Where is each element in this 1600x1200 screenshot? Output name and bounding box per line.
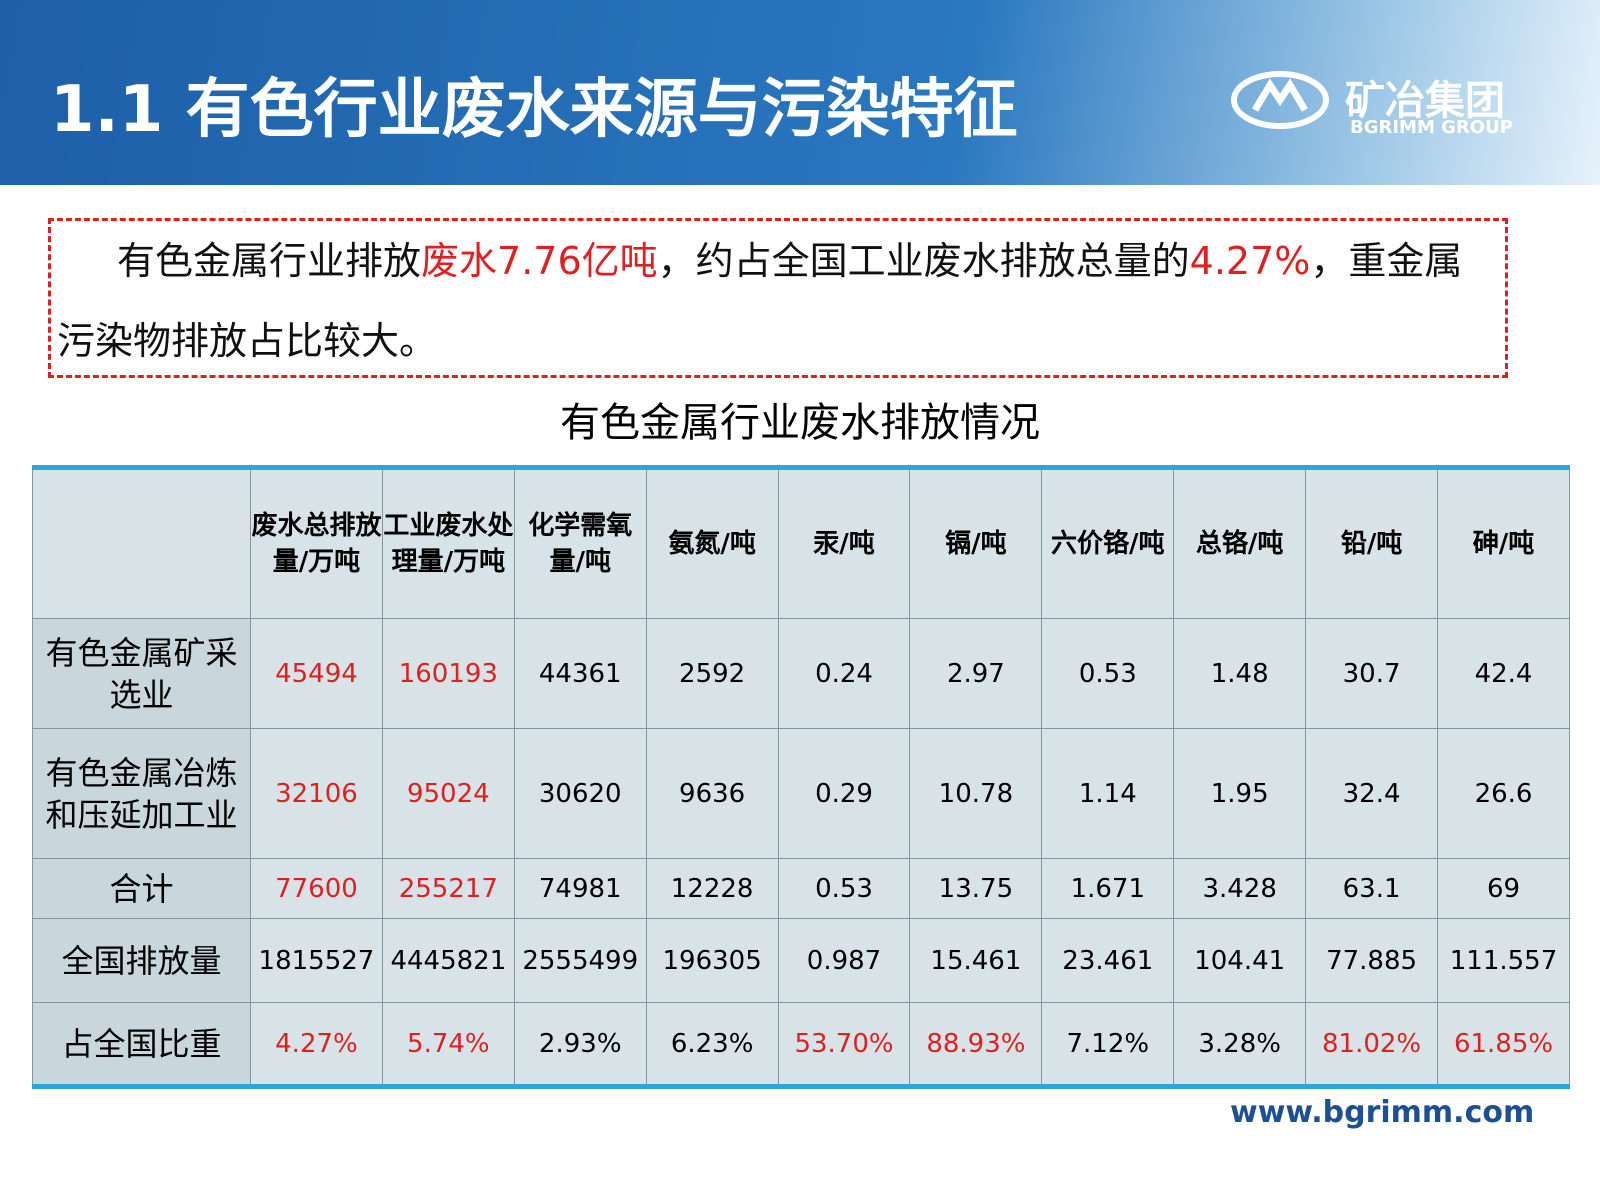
column-header: 化学需氧量/吨	[513, 467, 647, 619]
cell: 32.4	[1305, 728, 1439, 859]
logo	[1231, 71, 1329, 129]
cell: 12228	[645, 858, 779, 919]
callout-text: ，约占全国工业废水排放总量的	[657, 239, 1190, 283]
cell: 30620	[513, 728, 647, 859]
column-header: 铅/吨	[1305, 467, 1439, 619]
data-table: 废水总排放量/万吨 工业废水处理量/万吨 化学需氧量/吨 氨氮/吨 汞/吨 镉/吨 六价铬/…	[32, 465, 1570, 1089]
row-label: 有色金属冶炼和压延加工业	[32, 728, 251, 859]
column-header: 工业废水处理量/万吨	[381, 467, 515, 619]
cell: 1.671	[1041, 858, 1175, 919]
cell: 53.70%	[777, 1002, 911, 1087]
column-header: 六价铬/吨	[1041, 467, 1175, 619]
cell: 1.48	[1173, 618, 1307, 729]
cell: 1.95	[1173, 728, 1307, 859]
cell: 95024	[381, 728, 515, 859]
column-header: 氨氮/吨	[645, 467, 779, 619]
callout-text: ，重金属污染物排放占比较大。	[57, 239, 1463, 363]
table-caption: 有色金属行业废水排放情况	[560, 400, 1040, 446]
cell: 45494	[250, 618, 383, 729]
cell: 3.28%	[1173, 1002, 1307, 1087]
cell: 0.53	[777, 858, 911, 919]
table-row: 占全国比重 4.27% 5.74% 2.93% 6.23% 53.70% 88.93% 7.1…	[32, 1002, 1570, 1087]
cell: 81.02%	[1305, 1002, 1439, 1087]
column-header: 砷/吨	[1437, 467, 1570, 619]
cell: 88.93%	[909, 1002, 1043, 1087]
cell: 61.85%	[1437, 1002, 1570, 1087]
cell: 104.41	[1173, 918, 1307, 1003]
cell: 5.74%	[381, 1002, 515, 1087]
title: 1.1 有色行业废水来源与污染特征	[50, 73, 1018, 147]
table-row: 合计 77600 255217 74981 12228 0.53 13.75 1.671 3.4…	[32, 858, 1570, 919]
column-header: 镉/吨	[909, 467, 1043, 619]
row-label: 占全国比重	[32, 1002, 251, 1087]
column-header: 废水总排放量/万吨	[250, 467, 383, 619]
row-label: 合计	[32, 858, 251, 919]
cell: 13.75	[909, 858, 1043, 919]
cell: 30.7	[1305, 618, 1439, 729]
cell: 26.6	[1437, 728, 1570, 859]
cell: 7.12%	[1041, 1002, 1175, 1087]
row-label: 有色金属矿采选业	[32, 618, 251, 729]
column-header: 总铬/吨	[1173, 467, 1307, 619]
header-band	[0, 0, 1600, 185]
cell: 42.4	[1437, 618, 1570, 729]
cell: 160193	[381, 618, 515, 729]
cell: 10.78	[909, 728, 1043, 859]
callout-text: 有色金属行业排放	[117, 239, 422, 283]
column-header: 汞/吨	[777, 467, 911, 619]
cell: 4.27%	[250, 1002, 383, 1087]
row-label: 全国排放量	[32, 918, 251, 1003]
cell: 2592	[645, 618, 779, 729]
cell: 0.53	[1041, 618, 1175, 729]
table-row: 有色金属矿采选业 45494 160193 44361 2592 0.24 2.97 0.53…	[32, 618, 1570, 729]
cell: 9636	[645, 728, 779, 859]
callout-text: 4.27%	[1189, 239, 1311, 283]
cell: 44361	[513, 618, 647, 729]
cell: 77.885	[1305, 918, 1439, 1003]
cell: 2555499	[513, 918, 647, 1003]
logo-name: 矿冶集团	[1345, 78, 1505, 124]
table-row: 全国排放量 1815527 4445821 2555499 196305 0.987 15.…	[32, 918, 1570, 1003]
cell: 0.24	[777, 618, 911, 729]
cell: 196305	[645, 918, 779, 1003]
cell: 63.1	[1305, 858, 1439, 919]
cell: 69	[1437, 858, 1570, 919]
cell: 111.557	[1437, 918, 1570, 1003]
cell: 74981	[513, 858, 647, 919]
cell: 0.29	[777, 728, 911, 859]
cell: 77600	[250, 858, 383, 919]
callout: 有色金属行业排放废水7.76亿吨，约占全国工业废水排放总量的4.27%，重金属污…	[48, 218, 1508, 378]
corner-cell	[32, 467, 251, 619]
cell: 1.14	[1041, 728, 1175, 859]
cell: 2.93%	[513, 1002, 647, 1087]
logo-sub: BGRIMM GROUP	[1350, 117, 1513, 138]
cell: 0.987	[777, 918, 911, 1003]
cell: 4445821	[381, 918, 515, 1003]
cell: 23.461	[1041, 918, 1175, 1003]
table-row: 有色金属冶炼和压延加工业 32106 95024 30620 9636 0.29 10.78…	[32, 728, 1570, 859]
cell: 2.97	[909, 618, 1043, 729]
cell: 6.23%	[645, 1002, 779, 1087]
cell: 32106	[250, 728, 383, 859]
cell: 15.461	[909, 918, 1043, 1003]
cell: 1815527	[250, 918, 383, 1003]
callout-text: 废水7.76亿吨	[421, 239, 658, 283]
cell: 255217	[381, 858, 515, 919]
footer-url: www.bgrimm.com	[1230, 1095, 1535, 1130]
cell: 3.428	[1173, 858, 1307, 919]
